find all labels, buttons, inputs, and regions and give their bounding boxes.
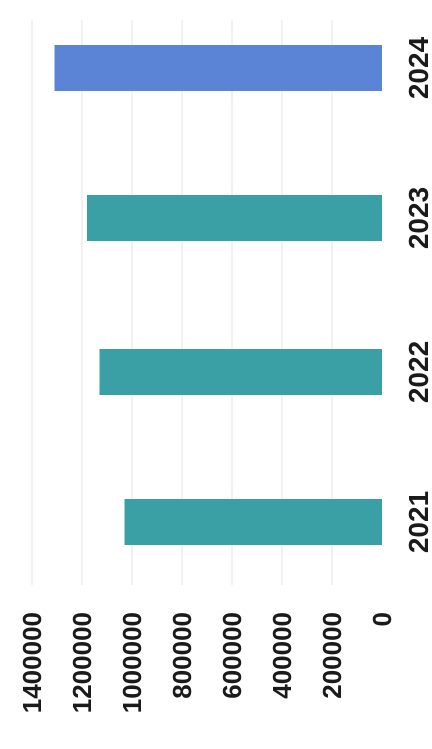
value-axis-ticks: 0 200000 400000 600000 800000 1000000 1200000 1… <box>17 612 397 713</box>
category-label-2022: 2022 <box>403 341 432 403</box>
category-label-2023: 2023 <box>403 187 432 249</box>
gridlines <box>31 20 333 585</box>
value-tick-label: 400000 <box>267 612 297 699</box>
category-label-2021: 2021 <box>403 491 432 553</box>
category-label-2024: 2024 <box>403 36 432 99</box>
value-tick-label: 600000 <box>217 612 247 699</box>
category-axis-labels: 2021 2022 2023 2024 <box>403 36 432 553</box>
value-tick-label: 0 <box>367 612 397 626</box>
value-tick-label: 200000 <box>317 612 347 699</box>
bars-group <box>54 45 382 545</box>
value-tick-label: 1000000 <box>117 612 147 713</box>
bar-2023 <box>87 195 382 241</box>
value-tick-label: 1200000 <box>67 612 97 713</box>
bar-2022 <box>99 349 382 395</box>
value-tick-label: 800000 <box>167 612 197 699</box>
bar-2021 <box>124 499 382 545</box>
bar-2024 <box>54 45 382 91</box>
value-tick-label: 1400000 <box>17 612 47 713</box>
